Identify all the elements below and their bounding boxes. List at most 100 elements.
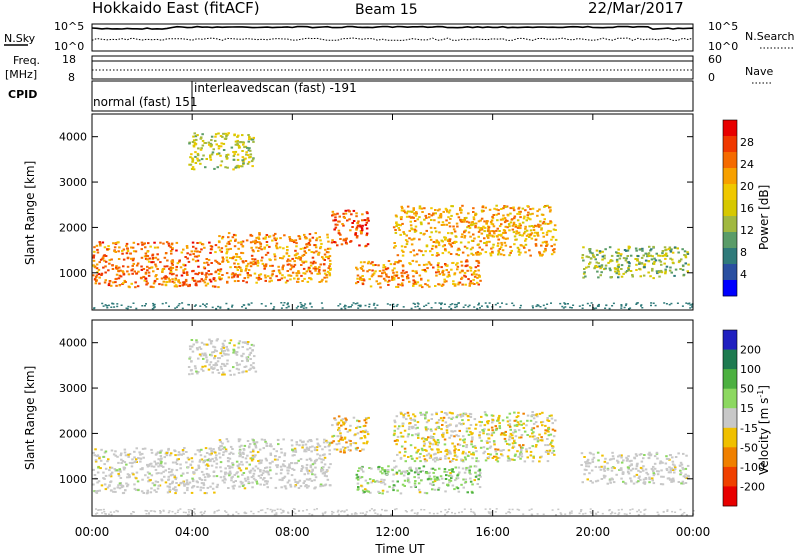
- echo-cell: [252, 263, 255, 266]
- echo-cell: [119, 470, 122, 473]
- echo-cell: [388, 279, 391, 282]
- echo-cell: [472, 233, 475, 236]
- echo-cell: [204, 166, 207, 169]
- echo-cell: [526, 216, 529, 219]
- echo-cell: [197, 254, 200, 257]
- power-cbar-swatch: [723, 184, 737, 201]
- echo-cell: [644, 252, 647, 255]
- power-x-ticks: [91, 114, 694, 310]
- echo-cell: [117, 484, 120, 487]
- echo-cell: [474, 446, 477, 449]
- echo-cell: [469, 465, 473, 468]
- echo-cell: [249, 469, 253, 472]
- echo-cell: [620, 508, 623, 511]
- echo-cell: [139, 457, 143, 460]
- echo-cell: [415, 253, 419, 256]
- echo-cell: [530, 428, 534, 431]
- echo-cell: [267, 473, 271, 476]
- echo-cell: [529, 213, 532, 216]
- echo-cell: [300, 441, 304, 444]
- echo-cell: [493, 443, 496, 446]
- echo-cell: [640, 256, 644, 259]
- echo-cell: [665, 455, 668, 458]
- echo-cell: [248, 136, 251, 138]
- echo-cell: [427, 222, 430, 225]
- echo-cell: [548, 210, 552, 213]
- echo-cell: [581, 307, 584, 309]
- echo-cell: [153, 304, 156, 306]
- echo-cell: [500, 243, 504, 246]
- echo-cell: [518, 253, 521, 256]
- echo-cell: [374, 270, 377, 273]
- echo-cell: [522, 412, 525, 415]
- echo-cell: [225, 256, 229, 259]
- echo-cell: [422, 444, 426, 447]
- echo-cell: [247, 481, 250, 484]
- echo-cell: [383, 470, 387, 473]
- echo-cell: [587, 256, 590, 259]
- echo-cell: [512, 231, 516, 234]
- echo-cell: [326, 233, 329, 236]
- echo-cell: [413, 281, 417, 284]
- echo-cell: [647, 252, 651, 255]
- echo-cell: [246, 146, 249, 149]
- echo-cell: [187, 260, 191, 263]
- echo-cell: [473, 445, 477, 448]
- echo-cell: [465, 427, 469, 430]
- echo-cell: [460, 483, 463, 486]
- echo-cell: [115, 273, 119, 276]
- echo-cell: [302, 272, 305, 275]
- echo-cell: [559, 512, 562, 514]
- echo-cell: [293, 254, 297, 257]
- echo-cell: [681, 264, 685, 267]
- echo-cell: [340, 436, 343, 439]
- echo-cell: [356, 446, 359, 449]
- echo-cell: [507, 223, 511, 226]
- echo-cell: [341, 446, 345, 449]
- echo-cell: [620, 264, 624, 267]
- echo-cell: [196, 485, 199, 488]
- echo-cell: [253, 272, 257, 275]
- echo-cell: [216, 369, 219, 371]
- echo-cell: [629, 254, 633, 257]
- echo-cell: [518, 234, 522, 237]
- echo-cell: [519, 445, 522, 448]
- echo-cell: [126, 270, 129, 273]
- echo-cell: [448, 242, 451, 245]
- echo-cell: [203, 261, 206, 264]
- echo-cell: [203, 512, 206, 514]
- echo-cell: [393, 267, 396, 270]
- echo-cell: [146, 463, 149, 466]
- echo-cell: [529, 419, 533, 422]
- echo-cell: [395, 472, 398, 475]
- echo-cell: [669, 250, 673, 253]
- echo-cell: [453, 451, 457, 454]
- echo-cell: [315, 449, 319, 452]
- echo-cell: [427, 436, 430, 439]
- echo-cell: [351, 226, 354, 228]
- echo-cell: [669, 454, 672, 456]
- echo-cell: [425, 229, 428, 232]
- echo-cell: [112, 281, 115, 284]
- echo-cell: [349, 449, 352, 452]
- echo-cell: [253, 455, 256, 458]
- echo-cell: [463, 218, 466, 221]
- echo-cell: [360, 468, 363, 471]
- echo-cell: [216, 510, 219, 512]
- echo-cell: [326, 236, 329, 239]
- echo-cell: [475, 253, 479, 256]
- echo-cell: [170, 252, 173, 255]
- echo-cell: [276, 458, 279, 461]
- echo-cell: [147, 271, 151, 274]
- echo-cell: [308, 238, 312, 241]
- echo-cell: [210, 449, 213, 452]
- echo-cell: [349, 444, 352, 447]
- echo-cell: [448, 225, 452, 228]
- echo-cell: [487, 428, 490, 431]
- echo-cell: [263, 483, 266, 486]
- echo-cell: [209, 280, 213, 283]
- echo-cell: [233, 473, 236, 476]
- echo-cell: [357, 304, 360, 307]
- echo-cell: [446, 483, 449, 486]
